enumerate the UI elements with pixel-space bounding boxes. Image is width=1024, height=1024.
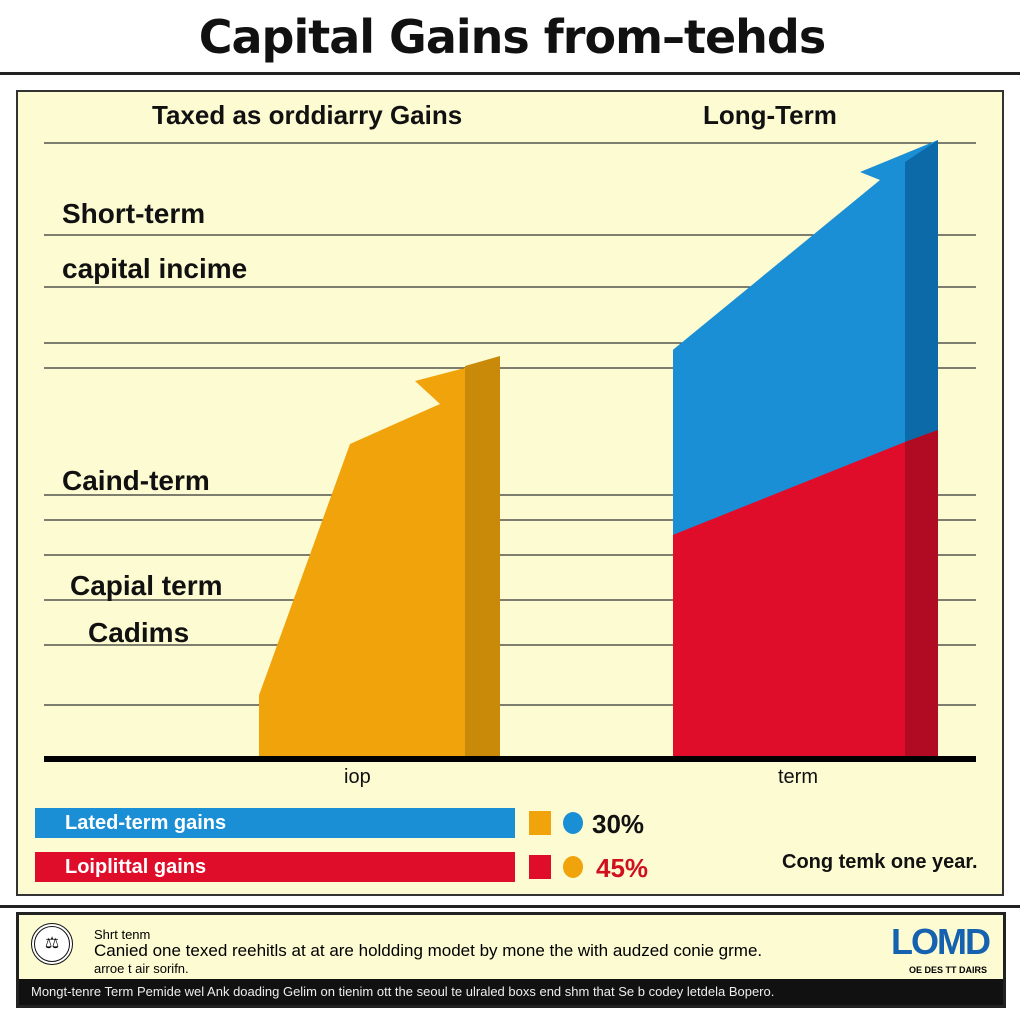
series-side-orange — [465, 355, 500, 757]
side-label: Cadims — [88, 617, 190, 648]
seal-icon: ⚖ — [31, 923, 73, 965]
footer-line: Canied one texed reehitls at at are hold… — [94, 941, 763, 960]
frame — [0, 72, 1020, 908]
footer-line: Shrt tenm — [94, 927, 151, 942]
side-label: capital incime — [62, 253, 248, 284]
logo-subtitle: OE DES TT DAIRS — [908, 965, 987, 975]
legend-swatch — [529, 811, 551, 835]
legend-value: 30% — [592, 809, 645, 839]
side-label: Short-term — [62, 198, 206, 229]
x-tick-label: term — [778, 766, 818, 788]
side-label: Capial term — [70, 570, 223, 601]
series-shape-red — [673, 429, 938, 757]
logo: LOMD — [891, 921, 991, 962]
x-tick-label: iop — [344, 766, 371, 788]
legend-swatch — [529, 855, 551, 879]
footer-bar: Mongt-tenre Term Pemide wel Ank doading … — [19, 979, 1003, 1005]
legend-bar: Lated-term gains — [35, 808, 515, 838]
series-side-red — [905, 429, 938, 757]
legend-dot — [563, 856, 583, 878]
legend-bar: Loiplittal gains — [35, 852, 515, 882]
column-header: Taxed as orddiarry Gains — [152, 100, 463, 130]
legend-dot — [563, 812, 583, 834]
column-header: Long-Term — [703, 100, 837, 130]
side-label: Caind-term — [62, 465, 210, 496]
footer: ⚖ Shrt tenm Canied one texed reehitls at… — [16, 912, 1006, 1008]
series-shape-orange — [259, 363, 480, 757]
footer-line: arroe t air sorifn. — [94, 961, 189, 976]
page-title: Capital Gains from–tehds — [198, 10, 827, 64]
legend-value: 45% — [596, 853, 649, 883]
note: Cong temk one year. — [782, 851, 978, 873]
